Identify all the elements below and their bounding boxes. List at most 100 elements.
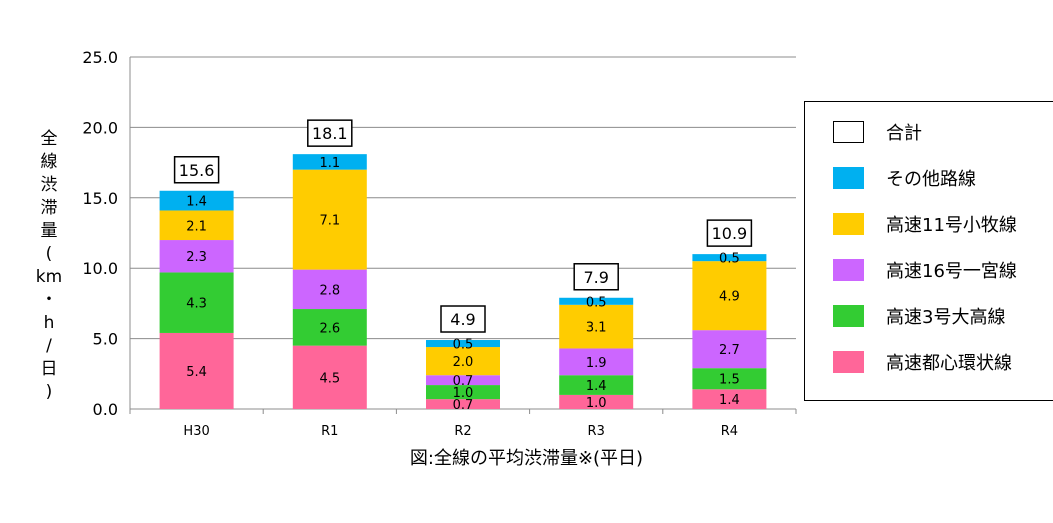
x-tick-label: R3 — [588, 424, 605, 439]
legend-label: 高速都心環状線 — [886, 353, 1012, 374]
total-box — [706, 219, 753, 247]
data-label: 0.5 — [719, 252, 740, 267]
legend-label: 高速11号小牧線 — [886, 215, 1017, 236]
data-label: 0.5 — [453, 338, 474, 353]
total-box — [573, 263, 619, 291]
x-tick-label: R4 — [721, 424, 738, 439]
total-box — [173, 156, 220, 184]
bar-segment — [692, 330, 767, 369]
x-tick-label: H30 — [183, 424, 209, 439]
bar-segment — [692, 389, 767, 409]
bar-segment — [692, 254, 767, 262]
legend-label: 高速3号大高線 — [886, 307, 1006, 328]
total-label: 18.1 — [312, 124, 348, 143]
bar-segment — [159, 272, 234, 333]
data-label: 2.0 — [453, 355, 474, 370]
bar-segment — [292, 154, 367, 170]
bar-segment — [292, 309, 367, 346]
data-label: 1.0 — [453, 386, 474, 401]
legend: 合計その他路線高速11号小牧線 高速16号一宮線 高速3号大高線 高速都心環状線 — [804, 101, 1053, 401]
data-label: 1.5 — [719, 373, 740, 388]
bar-segment — [559, 348, 634, 376]
y-axis-label-char: ・ — [40, 290, 58, 310]
bar-segment — [692, 368, 767, 390]
data-label: 2.7 — [719, 343, 740, 358]
total-box — [307, 119, 353, 147]
total-label: 15.6 — [179, 161, 215, 180]
bar-segment — [159, 332, 234, 409]
y-axis-label-char: h — [43, 313, 55, 333]
data-label: 0.5 — [586, 295, 607, 310]
data-label: 2.1 — [186, 219, 207, 234]
bar-segment — [426, 347, 500, 376]
legend-swatch — [833, 213, 864, 235]
data-label: 1.4 — [719, 393, 740, 408]
total-label: 4.9 — [450, 310, 475, 329]
y-axis-label-char: 日 — [40, 359, 58, 379]
data-label: 1.4 — [186, 195, 207, 210]
x-tick-label: R2 — [454, 424, 471, 439]
data-label: 1.4 — [586, 379, 607, 394]
bar-segment — [159, 210, 234, 241]
bar-segment — [559, 304, 634, 349]
legend-swatch — [833, 259, 864, 281]
data-label: 0.7 — [453, 374, 474, 389]
y-axis-label-char: km — [35, 267, 63, 287]
total-label: 10.9 — [712, 224, 748, 243]
data-label: 4.3 — [186, 297, 207, 312]
data-label: 1.9 — [586, 356, 607, 371]
data-label: 1.0 — [586, 396, 607, 411]
bar-segment — [426, 340, 500, 348]
data-label: 2.6 — [319, 321, 340, 336]
data-label: 7.1 — [319, 214, 340, 229]
data-label: 3.1 — [586, 321, 607, 336]
total-box — [440, 305, 486, 333]
bar-segment — [292, 169, 367, 270]
data-label: 2.8 — [319, 283, 340, 298]
bar-segment — [559, 394, 634, 409]
bar-segment — [292, 345, 367, 409]
y-tick-label: 15.0 — [82, 189, 118, 208]
data-label: 4.9 — [719, 290, 740, 305]
y-axis-label-char: 線 — [40, 152, 58, 172]
legend-swatch — [833, 305, 864, 327]
legend-item: 高速11号小牧線 — [833, 211, 1017, 237]
data-label: 5.4 — [186, 365, 207, 380]
y-axis-label-char: / — [46, 336, 52, 356]
y-tick-label: 5.0 — [93, 330, 118, 349]
y-tick-label: 25.0 — [82, 48, 118, 67]
legend-swatch — [833, 167, 864, 189]
y-tick-label: 10.0 — [82, 259, 118, 278]
bar-segment — [159, 190, 234, 211]
legend-item: 高速3号大高線 — [833, 303, 1005, 329]
bar-segment — [692, 261, 767, 331]
total-label: 7.9 — [583, 268, 608, 287]
y-axis-label: 全線渋滞量 (km ・ h / 日) — [35, 128, 63, 404]
bar-segment — [559, 297, 634, 305]
legend-label: 合計 — [886, 123, 922, 144]
y-axis-label-char: 全 — [40, 129, 58, 149]
bar-segment — [159, 240, 234, 273]
data-label: 0.7 — [453, 398, 474, 413]
bar-segment — [426, 399, 500, 409]
y-tick-label: 0.0 — [93, 400, 118, 419]
legend-label: その他路線 — [886, 169, 976, 190]
bar-segment — [426, 385, 500, 400]
legend-item: 高速都心環状線 — [833, 349, 1012, 375]
legend-item: 合計 — [833, 119, 922, 145]
legend-item: 高速16号一宮線 — [833, 257, 1017, 283]
y-axis-label-char: ( — [45, 244, 53, 264]
y-axis-label-char: 滞 — [40, 198, 58, 218]
legend-label: 高速16号一宮線 — [886, 261, 1017, 282]
bar-segment — [426, 375, 500, 386]
legend-swatch — [833, 351, 864, 373]
data-label: 1.1 — [319, 156, 340, 171]
legend-swatch — [833, 121, 864, 143]
bar-segment — [292, 269, 367, 310]
x-tick-label: R1 — [321, 424, 338, 439]
y-axis-label-char: ) — [45, 382, 53, 402]
bar-segment — [559, 375, 634, 395]
y-axis-label-char: 渋 — [40, 175, 58, 195]
